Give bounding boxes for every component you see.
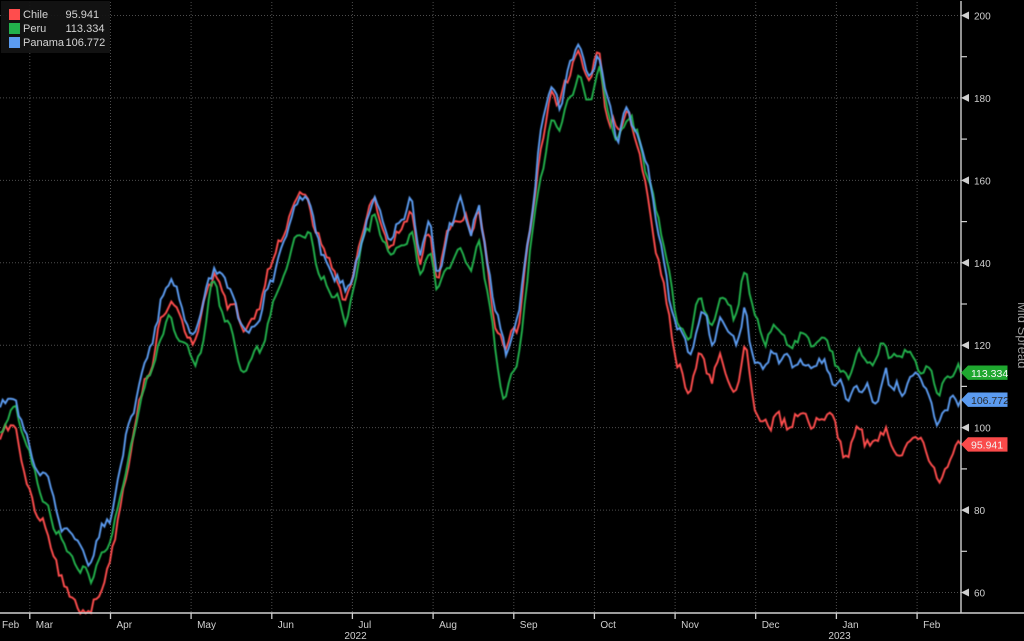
svg-text:120: 120	[974, 341, 991, 352]
svg-text:Peru: Peru	[23, 23, 46, 35]
svg-text:Nov: Nov	[681, 620, 699, 631]
svg-text:Panama: Panama	[23, 37, 65, 49]
svg-text:60: 60	[974, 589, 986, 600]
svg-text:Feb: Feb	[2, 620, 20, 631]
svg-text:Jun: Jun	[278, 620, 294, 631]
svg-text:May: May	[197, 620, 216, 631]
svg-text:Oct: Oct	[600, 620, 616, 631]
svg-text:Jul: Jul	[358, 620, 371, 631]
svg-text:Feb: Feb	[923, 620, 941, 631]
svg-text:180: 180	[974, 94, 991, 105]
svg-text:106.772: 106.772	[971, 395, 1009, 407]
svg-text:113.334: 113.334	[66, 23, 105, 35]
svg-text:95.941: 95.941	[66, 9, 100, 21]
svg-text:200: 200	[974, 12, 991, 23]
svg-text:100: 100	[974, 424, 991, 435]
svg-text:Aug: Aug	[439, 620, 457, 631]
svg-text:140: 140	[974, 259, 991, 270]
svg-text:160: 160	[974, 176, 991, 187]
svg-text:113.334: 113.334	[971, 368, 1008, 380]
svg-text:2023: 2023	[828, 631, 851, 641]
svg-text:Apr: Apr	[117, 620, 133, 631]
svg-text:Mid Spread: Mid Spread	[1015, 302, 1024, 368]
svg-text:Jan: Jan	[842, 620, 858, 631]
svg-text:Chile: Chile	[23, 9, 48, 21]
svg-text:80: 80	[974, 506, 986, 517]
svg-text:Sep: Sep	[520, 620, 538, 631]
svg-text:2022: 2022	[344, 631, 367, 641]
svg-text:Dec: Dec	[762, 620, 780, 631]
svg-text:Mar: Mar	[36, 620, 54, 631]
svg-text:106.772: 106.772	[66, 37, 106, 49]
svg-text:95.941: 95.941	[971, 440, 1003, 452]
